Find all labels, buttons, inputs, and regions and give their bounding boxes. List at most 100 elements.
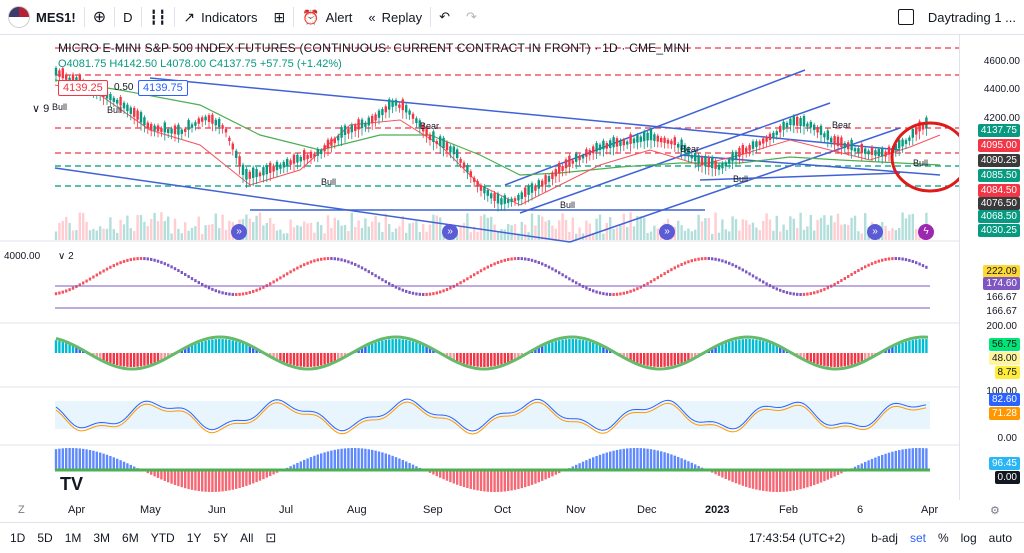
candle-body bbox=[286, 159, 288, 166]
pane4-bar bbox=[198, 470, 200, 491]
pane1-step bbox=[245, 292, 247, 295]
pane1-step bbox=[765, 282, 767, 285]
indicators-toggle[interactable]: ∨ 9 bbox=[32, 102, 49, 115]
candle-body bbox=[650, 129, 652, 140]
pane1-step bbox=[327, 257, 329, 260]
auto-toggle[interactable]: auto bbox=[983, 531, 1018, 545]
range-1d[interactable]: 1D bbox=[4, 531, 31, 545]
lightning-icon[interactable]: ϟ bbox=[918, 224, 934, 240]
pane1-step bbox=[718, 258, 720, 261]
collapsed-indicators[interactable]: ∨ 2 bbox=[58, 251, 74, 262]
volume-bar bbox=[402, 216, 404, 240]
volume-bar bbox=[742, 219, 744, 240]
layout-button[interactable]: Daytrading 1 ... bbox=[890, 0, 1024, 34]
volume-bar bbox=[691, 231, 693, 240]
candle-body bbox=[157, 125, 159, 131]
pane2-bar bbox=[286, 353, 288, 363]
pane1-step bbox=[623, 292, 625, 295]
goto-date-icon[interactable]: ⊡ bbox=[259, 530, 282, 546]
log-toggle[interactable]: log bbox=[955, 531, 983, 545]
volume-bar bbox=[415, 221, 417, 240]
pane1-step bbox=[895, 257, 897, 260]
pane4-bar bbox=[538, 470, 540, 482]
replay-button[interactable]: « Replay bbox=[360, 0, 430, 34]
volume-bar bbox=[507, 224, 509, 240]
sell-price[interactable]: 4139.25 bbox=[58, 80, 108, 96]
candle-body bbox=[833, 136, 835, 145]
pane4-bar bbox=[259, 470, 261, 481]
volume-bar bbox=[72, 231, 74, 240]
pane2-bar bbox=[466, 353, 468, 365]
volume-bar bbox=[544, 221, 546, 240]
highlight-circle bbox=[892, 123, 968, 191]
time-scale[interactable]: Z Apr May Jun Jul Aug Sep Oct Nov Dec 20… bbox=[0, 500, 1024, 522]
event-icon[interactable]: » bbox=[442, 224, 458, 240]
pane2-bar bbox=[232, 340, 234, 353]
pane1-step bbox=[143, 257, 145, 260]
candle-body bbox=[548, 176, 550, 182]
pane1-step bbox=[432, 292, 434, 295]
candle-body bbox=[476, 181, 478, 187]
range-5y[interactable]: 5Y bbox=[207, 531, 234, 545]
range-1m[interactable]: 1M bbox=[59, 531, 88, 545]
candle-body bbox=[820, 126, 822, 135]
event-icon[interactable]: » bbox=[867, 224, 883, 240]
volume-bar bbox=[296, 225, 298, 240]
event-icon[interactable]: » bbox=[659, 224, 675, 240]
clock-time[interactable]: 17:43:54 (UTC+2) bbox=[743, 531, 851, 545]
pane1-step bbox=[850, 273, 852, 276]
pane4-bar bbox=[85, 449, 87, 470]
compare-button[interactable]: ⊕ bbox=[85, 0, 114, 34]
volume-bar bbox=[140, 215, 142, 240]
chart-type-button[interactable]: ┇┇ bbox=[142, 0, 175, 34]
templates-button[interactable]: ⊞ bbox=[266, 0, 294, 34]
settings-icon[interactable]: ⚙ bbox=[990, 504, 1000, 517]
pane1-step bbox=[704, 257, 706, 260]
pane1-step bbox=[687, 260, 689, 263]
pane1-step bbox=[147, 257, 149, 260]
indicators-button[interactable]: ↗ Indicators bbox=[175, 0, 265, 34]
pane2-bar bbox=[483, 353, 485, 367]
candle-body bbox=[711, 157, 713, 168]
pane4-bar bbox=[748, 470, 750, 488]
candle-body bbox=[541, 181, 543, 187]
pane2-bar bbox=[816, 353, 818, 364]
pane2-bar bbox=[837, 353, 839, 367]
pane4-bar bbox=[789, 470, 791, 491]
pane1-step bbox=[619, 292, 621, 295]
price-label: 4137.75 bbox=[978, 124, 1020, 137]
set-toggle[interactable]: set bbox=[904, 531, 932, 545]
rewind-icon: « bbox=[368, 10, 375, 25]
range-5d[interactable]: 5D bbox=[31, 531, 58, 545]
candle-body bbox=[799, 118, 801, 126]
range-6m[interactable]: 6M bbox=[116, 531, 145, 545]
candle-body bbox=[272, 166, 274, 172]
range-3m[interactable]: 3M bbox=[87, 531, 116, 545]
badj-toggle[interactable]: b-adj bbox=[865, 531, 904, 545]
pane4-bar bbox=[402, 460, 404, 470]
pane2-bar bbox=[901, 343, 903, 353]
range-1y[interactable]: 1Y bbox=[181, 531, 208, 545]
zoom-icon[interactable]: Z bbox=[18, 504, 25, 516]
pane2-bar bbox=[330, 353, 332, 362]
volume-bar bbox=[908, 215, 910, 240]
percent-toggle[interactable]: % bbox=[932, 531, 955, 545]
redo-button[interactable]: ↷ bbox=[458, 0, 485, 34]
pane2-bar bbox=[565, 339, 567, 353]
alert-button[interactable]: ⏰ Alert bbox=[294, 0, 360, 34]
chart-canvas[interactable]: Bull Bull Bull Bear Bull Bear Bull Bear … bbox=[0, 35, 1024, 500]
candle-body bbox=[381, 109, 383, 115]
trend-lines bbox=[55, 70, 940, 242]
interval-button[interactable]: D bbox=[115, 0, 140, 34]
pane2-bar bbox=[759, 340, 761, 353]
symbol-search[interactable]: MES1! bbox=[0, 0, 84, 34]
candle-body bbox=[796, 117, 798, 126]
pane2-bar bbox=[772, 344, 774, 353]
undo-button[interactable]: ↶ bbox=[431, 0, 458, 34]
range-ytd[interactable]: YTD bbox=[145, 531, 181, 545]
candle-body bbox=[194, 122, 196, 126]
event-icon[interactable]: » bbox=[231, 224, 247, 240]
range-all[interactable]: All bbox=[234, 531, 259, 545]
price-scale[interactable]: 4600.00 4400.00 4200.00 4137.75 4095.00 … bbox=[959, 35, 1024, 500]
buy-price[interactable]: 4139.75 bbox=[138, 80, 188, 96]
